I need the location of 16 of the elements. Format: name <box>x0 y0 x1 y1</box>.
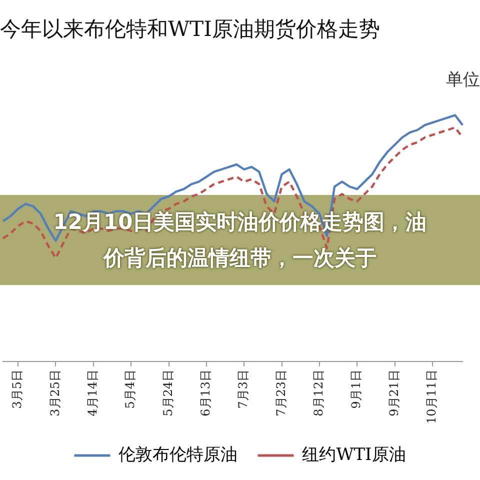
x-tick-label: 3月25日 <box>48 369 62 416</box>
x-tick-label: 7月23日 <box>274 369 288 416</box>
chart-title: 今年以来布伦特和WTI原油期货价格走势 <box>0 17 380 42</box>
x-tick-label: 4月14日 <box>86 369 100 416</box>
x-tick-label: 7月3日 <box>236 369 250 409</box>
x-tick-label: 5月24日 <box>160 369 175 416</box>
x-tick-label: 9月21日 <box>386 369 401 416</box>
x-tick-label: 3月5日 <box>10 369 24 409</box>
x-tick-label: 5月4日 <box>123 369 138 409</box>
x-tick-label: 10月11日 <box>424 369 439 424</box>
x-tick-label: 9月1日 <box>349 369 364 409</box>
text: 单位 <box>446 69 480 91</box>
x-tick-label: 8月12日 <box>312 369 326 416</box>
legend-label: 纽约WTI原油 <box>302 444 406 465</box>
legend-label: 伦敦布伦特原油 <box>118 444 238 465</box>
x-tick-label: 6月13日 <box>198 369 213 416</box>
